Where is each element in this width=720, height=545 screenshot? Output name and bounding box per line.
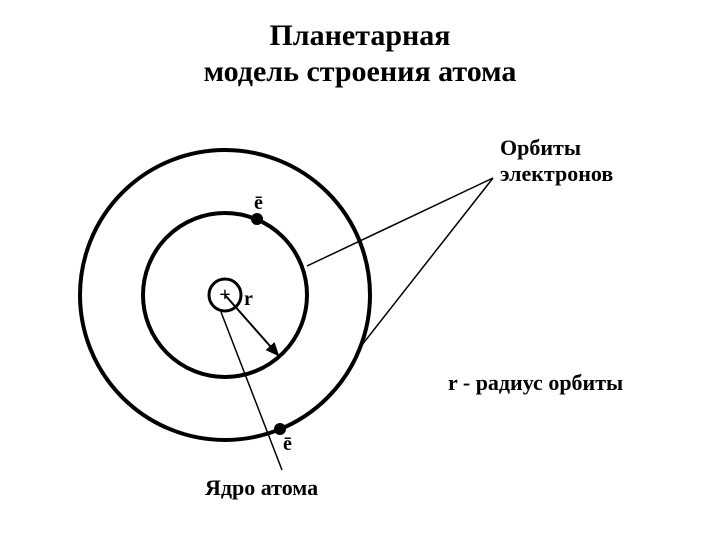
orbits-label-line2: электронов	[500, 161, 613, 187]
orbits-label: Орбиты электронов	[500, 135, 613, 187]
radius-legend-label: r - радиус орбиты	[448, 370, 623, 396]
orbits-label-line1: Орбиты	[500, 135, 613, 161]
atom-svg: +	[0, 0, 720, 540]
radius-symbol-label: r	[244, 288, 253, 311]
nucleus-label: Ядро атома	[205, 475, 318, 501]
orbit-callout-line-1	[307, 178, 493, 266]
atom-diagram: +	[0, 0, 720, 540]
electron-label-outer: ē	[283, 433, 292, 456]
orbit-callout-line-2	[358, 178, 493, 350]
nucleus-callout-line	[221, 312, 282, 470]
electron-label-inner: ē	[254, 192, 263, 215]
